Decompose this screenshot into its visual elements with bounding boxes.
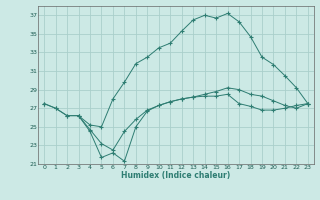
X-axis label: Humidex (Indice chaleur): Humidex (Indice chaleur) bbox=[121, 171, 231, 180]
